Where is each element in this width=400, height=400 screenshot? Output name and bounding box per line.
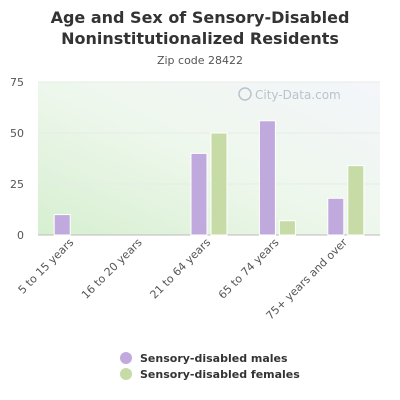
plot-area <box>38 82 380 235</box>
y-tick-label: 75 <box>10 76 24 89</box>
bar-males <box>327 197 345 236</box>
chart-title: Age and Sex of Sensory-Disabled Noninstit… <box>50 8 350 48</box>
legend-swatch-females <box>120 368 132 380</box>
x-tick-label: 16 to 20 years <box>79 236 145 302</box>
bar-males <box>258 120 276 236</box>
bar-males <box>190 152 208 236</box>
legend-label-females: Sensory-disabled females <box>140 367 300 381</box>
bar-females <box>210 132 228 236</box>
legend-item-males: Sensory-disabled males <box>120 350 300 366</box>
x-tick-label: 65 to 74 years <box>216 236 282 302</box>
x-tick-label: 5 to 15 years <box>16 236 77 297</box>
legend-swatch-males <box>120 352 132 364</box>
x-tick-label: 21 to 64 years <box>147 236 213 302</box>
y-tick-label: 25 <box>10 178 24 191</box>
y-tick-label: 0 <box>17 229 24 242</box>
legend-item-females: Sensory-disabled females <box>120 366 300 382</box>
bar-females <box>347 165 365 236</box>
bar-males <box>53 214 71 236</box>
legend: Sensory-disabled males Sensory-disabled … <box>120 350 300 382</box>
bar-females <box>278 220 296 236</box>
y-tick-label: 50 <box>10 127 24 140</box>
watermark: City-Data.com <box>238 87 341 102</box>
legend-label-males: Sensory-disabled males <box>140 351 288 365</box>
chart-subtitle: Zip code 28422 <box>156 54 244 67</box>
watermark-text: City-Data.com <box>255 88 341 102</box>
